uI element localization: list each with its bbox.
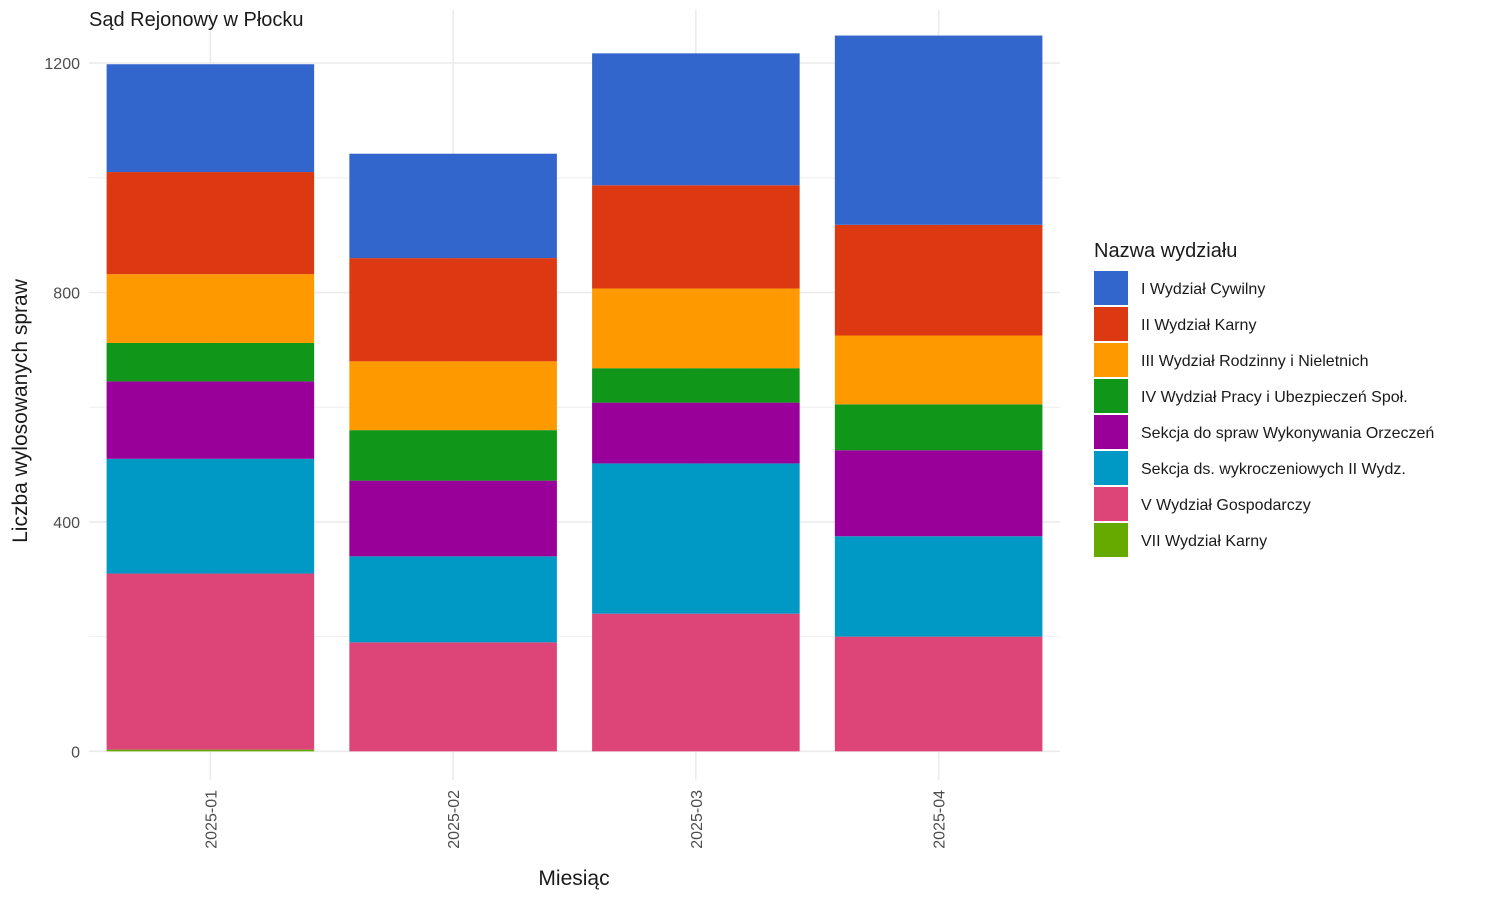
bar-segment — [349, 480, 557, 557]
x-tick-label: 2025-01 — [203, 790, 220, 849]
bar-segment — [106, 64, 315, 173]
legend-label: V Wydział Gospodarczy — [1141, 497, 1311, 514]
bar-segment — [834, 35, 1043, 225]
x-tick-label: 2025-02 — [446, 790, 463, 849]
x-axis: 2025-01 2025-02 2025-03 2025-04 — [203, 790, 948, 849]
legend-label: VII Wydział Karny — [1141, 533, 1267, 550]
x-axis-title: Miesiąc — [538, 867, 609, 890]
legend-key — [1094, 307, 1128, 341]
bars — [106, 35, 1043, 752]
legend: Nazwa wydziału I Wydział Cywilny II Wydzi… — [1094, 240, 1434, 557]
bar-segment — [592, 288, 800, 369]
bar-segment — [106, 749, 315, 752]
bar-segment — [834, 536, 1043, 637]
legend-key — [1094, 415, 1128, 449]
bar-segment — [106, 274, 315, 343]
bar-segment — [349, 430, 557, 481]
legend-label: Sekcja do spraw Wykonywania Orzeczeń — [1141, 425, 1434, 442]
y-axis-title: Liczba wylosowanych spraw — [9, 278, 32, 543]
bar-segment — [834, 404, 1043, 451]
y-tick-label: 0 — [71, 744, 80, 761]
chart-title: Sąd Rejonowy w Płocku — [89, 9, 304, 31]
bar-segment — [106, 381, 315, 459]
bar-segment — [834, 224, 1043, 336]
bar-segment — [592, 53, 800, 186]
legend-key — [1094, 523, 1128, 557]
y-tick-label: 400 — [53, 515, 80, 532]
legend-title: Nazwa wydziału — [1094, 240, 1237, 262]
legend-key — [1094, 271, 1128, 305]
bar-segment — [834, 335, 1043, 405]
bar-segment — [349, 361, 557, 431]
legend-key — [1094, 451, 1128, 485]
bar-segment — [349, 556, 557, 643]
legend-key — [1094, 379, 1128, 413]
y-tick-label: 1200 — [44, 56, 80, 73]
bar-segment — [592, 185, 800, 289]
legend-label: II Wydział Karny — [1141, 317, 1256, 334]
bar-segment — [349, 258, 557, 362]
legend-key — [1094, 343, 1128, 377]
bar-segment — [592, 463, 800, 614]
y-tick-label: 800 — [53, 286, 80, 303]
bar-segment — [834, 636, 1043, 752]
legend-label: Sekcja ds. wykroczeniowych II Wydz. — [1141, 461, 1406, 478]
x-tick-label: 2025-03 — [689, 790, 706, 849]
bar-segment — [106, 172, 315, 275]
bar-segment — [349, 642, 557, 752]
legend-label: IV Wydział Pracy i Ubezpieczeń Społ. — [1141, 389, 1408, 406]
bar-segment — [106, 573, 315, 750]
y-axis: 0 400 800 1200 — [44, 56, 80, 761]
x-tick-label: 2025-04 — [932, 790, 949, 849]
bar-segment — [349, 153, 557, 259]
bar-segment — [106, 458, 315, 574]
legend-key — [1094, 487, 1128, 521]
bar-segment — [106, 342, 315, 382]
bar-segment — [592, 613, 800, 752]
bar-segment — [592, 402, 800, 464]
bar-segment — [592, 368, 800, 403]
legend-label: I Wydział Cywilny — [1141, 281, 1265, 298]
bar-segment — [834, 450, 1043, 537]
legend-label: III Wydział Rodzinny i Nieletnich — [1141, 353, 1369, 370]
